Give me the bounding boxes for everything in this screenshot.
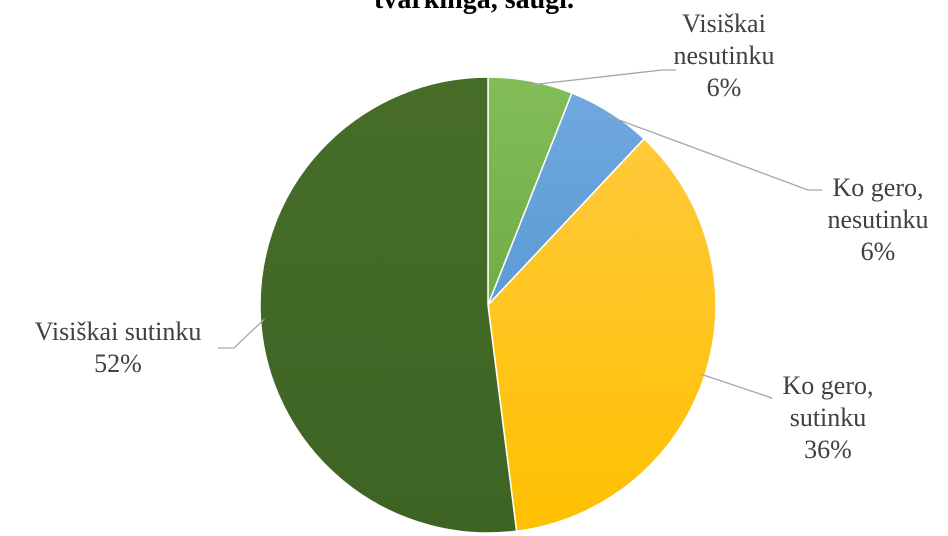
leader-line xyxy=(607,115,822,191)
data-label-category: Ko gero, xyxy=(833,173,924,202)
data-label-category: Visiškai xyxy=(682,9,766,38)
data-label-percent: 52% xyxy=(94,349,142,378)
data-label-category: Visiškai sutinku xyxy=(35,317,202,346)
data-label-percent: 6% xyxy=(861,237,896,266)
data-label-percent: 6% xyxy=(707,73,742,102)
data-label-category: sutinku xyxy=(790,403,867,432)
data-label-category: Ko gero, xyxy=(783,371,874,400)
data-label-percent: 36% xyxy=(804,435,852,464)
leader-line xyxy=(529,69,676,86)
chart-title: tvarkinga, saugi. xyxy=(0,0,948,16)
pie-slice xyxy=(259,76,518,534)
leader-line xyxy=(700,373,773,399)
data-label-category: nesutinku xyxy=(673,41,774,70)
leader-line xyxy=(218,318,265,349)
data-label-category: nesutinku xyxy=(827,205,928,234)
